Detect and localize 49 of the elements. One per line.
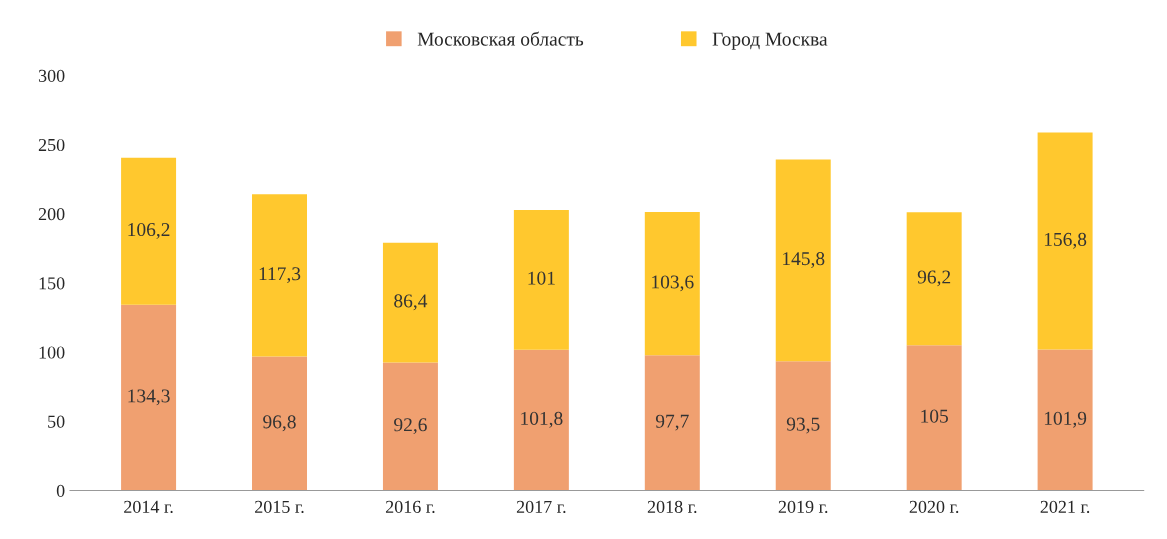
bar: [906, 345, 962, 491]
bar: [1037, 132, 1093, 350]
x-tick-label: 2015 г.: [255, 500, 304, 513]
bar: [775, 159, 831, 362]
x-tick-label: 2014 г.: [124, 500, 173, 513]
bar: [513, 209, 569, 350]
x-tick-label: 2019 г.: [778, 500, 828, 513]
data-label: 101: [528, 271, 555, 285]
x-tick-label: 2020 г.: [909, 500, 959, 513]
x-tick-label: 2021 г.: [1040, 500, 1090, 513]
bar: [382, 242, 438, 363]
data-label: 117,3: [259, 267, 301, 284]
data-label: 105: [921, 409, 948, 423]
y-tick-label: 250: [38, 138, 65, 152]
data-label: 101,8: [521, 411, 563, 428]
data-label: 97,7: [655, 414, 689, 431]
data-label: 145,8: [783, 252, 825, 268]
data-label: 106,2: [128, 222, 170, 239]
bar: [121, 157, 177, 305]
bar: [121, 304, 177, 491]
data-label: 86,4: [394, 294, 428, 311]
bar: [252, 194, 308, 357]
y-tick-label: 300: [38, 69, 65, 82]
bar: [644, 355, 700, 491]
bar: [252, 356, 308, 491]
x-tick-label: 2018 г.: [647, 500, 697, 513]
data-label: 101,9: [1044, 411, 1087, 428]
y-tick-label: 200: [38, 208, 65, 221]
data-label: 92,6: [394, 418, 427, 435]
bar: [382, 362, 438, 491]
y-tick-label: 0: [56, 484, 65, 497]
data-label: 93,5: [786, 417, 820, 434]
y-tick-label: 100: [39, 346, 65, 359]
bar: [1037, 349, 1093, 491]
x-tick-label: 2017 г.: [516, 500, 566, 513]
y-tick-label: 50: [48, 415, 65, 428]
bar: [644, 212, 700, 356]
legend-label: Город Москва: [712, 32, 828, 50]
data-label: 134,3: [128, 389, 170, 406]
data-label: 96,2: [917, 270, 951, 287]
data-label: 156,8: [1044, 232, 1087, 249]
bar: [906, 212, 962, 346]
data-label: 103,6: [652, 275, 694, 292]
data-label: 96,8: [263, 415, 296, 432]
bar: [775, 361, 831, 491]
y-tick-label: 150: [39, 277, 65, 290]
legend-label: Московская область: [417, 31, 584, 46]
bar: [513, 349, 569, 491]
x-tick-label: 2016 г.: [385, 500, 435, 513]
